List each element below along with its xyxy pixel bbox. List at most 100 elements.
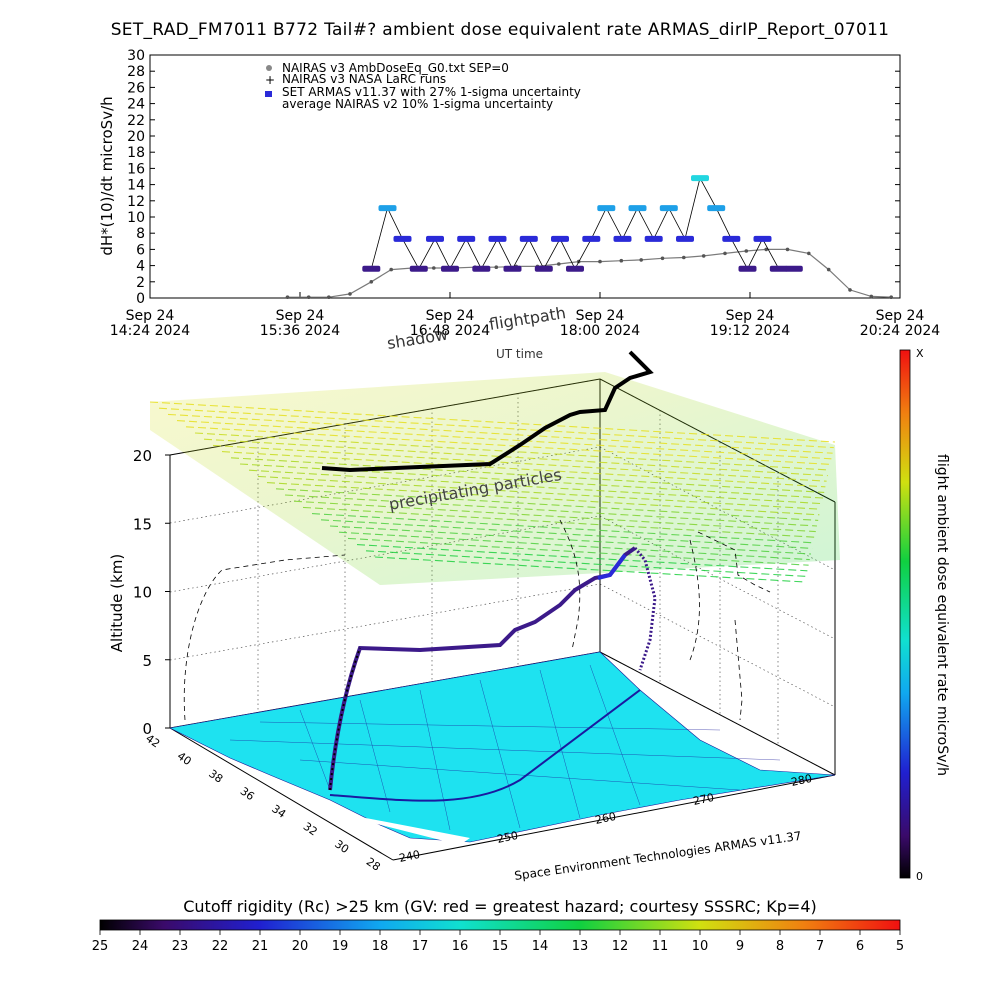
- legend-nairas-larc: NAIRAS v3 NASA LaRC runs: [282, 72, 446, 86]
- flightpath-line: [321, 350, 654, 473]
- page-title: SET_RAD_FM7011 B772 Tail#? ambient dose …: [110, 20, 890, 40]
- rigidity-tick-label: 5: [896, 939, 904, 954]
- top-y-tick-label: 6: [136, 242, 145, 258]
- rigidity-tick-label: 18: [372, 939, 389, 954]
- flight-track-3d: [328, 546, 657, 791]
- armas-point: [534, 265, 553, 272]
- dose-plane-row: [293, 500, 816, 533]
- latitude-tick-label: 34: [269, 802, 288, 821]
- rigidity-tick-label: 12: [612, 939, 629, 954]
- armas-point: [676, 235, 694, 242]
- armas-point: [769, 265, 788, 272]
- top-y-tick-label: 12: [127, 194, 145, 210]
- armas-point: [582, 235, 601, 242]
- nairas-point: [826, 267, 831, 272]
- nairas-point: [557, 262, 561, 266]
- nairas-point: [389, 267, 394, 272]
- nairas-point: [598, 259, 602, 264]
- armas-point: [409, 265, 428, 272]
- rigidity-colorbar-ticks: 25 24 23 22 21 20 19 18 17 16 15 14 13 12 11 10 9 8 7 6 5: [92, 930, 904, 954]
- latitude-tick-label: 36: [238, 785, 257, 804]
- dose-plane-row: [356, 544, 808, 572]
- nairas-point: [348, 292, 352, 296]
- rigidity-tick-label: 17: [412, 939, 429, 954]
- armas-series: [362, 175, 803, 272]
- dose-plane-row: [365, 550, 807, 577]
- top-y-tick-label: 14: [127, 178, 145, 194]
- nairas-point: [432, 266, 436, 270]
- nairas-point: [639, 258, 643, 262]
- altitude-tick-label: 20: [133, 447, 152, 465]
- altitude-tick-label: 10: [133, 584, 152, 602]
- latitude-tick-label: 28: [364, 855, 383, 874]
- rigidity-tick-label: 9: [736, 939, 744, 954]
- rigidity-tick-label: 15: [492, 939, 509, 954]
- rigidity-tick-label: 10: [692, 939, 709, 954]
- latitude-tick-label: 40: [175, 749, 194, 768]
- top-y-tick-label: 18: [127, 145, 145, 161]
- nairas-point: [682, 255, 686, 260]
- armas-point: [691, 175, 709, 182]
- altitude-tick-label: 15: [133, 515, 152, 533]
- rigidity-tick-label: 6: [856, 939, 864, 954]
- nairas-point: [889, 295, 893, 300]
- dose-plane-row: [320, 519, 813, 549]
- top-y-tick-label: 4: [136, 259, 145, 275]
- nairas-point: [785, 247, 790, 252]
- us-map-surface: [169, 651, 836, 843]
- nairas-point: [701, 254, 706, 258]
- nairas-point: [723, 251, 727, 256]
- top-y-tick-label: 30: [127, 48, 145, 64]
- top-x-tick-label-time: 19:12 2024: [710, 323, 791, 339]
- dose-plane-row: [338, 531, 810, 561]
- latitude-tick-label: 30: [332, 837, 351, 856]
- armas-point: [738, 265, 757, 272]
- nairas-point: [327, 295, 331, 300]
- map-gap: [320, 805, 470, 845]
- credit-label: Space Environment Technologies ARMAS v11…: [513, 829, 802, 883]
- top-y-tick-label: 26: [127, 80, 145, 96]
- top-y-tick-label: 24: [127, 97, 145, 113]
- altitude-tick-label: 5: [142, 652, 152, 670]
- dose-colorbar-top-tick: X: [916, 347, 924, 360]
- armas-line: [370, 176, 794, 270]
- rigidity-colorbar-group: Cutoff rigidity (Rc) >25 km (GV: red = g…: [92, 897, 904, 954]
- nairas-point: [848, 288, 852, 292]
- dose-plane-row: [275, 488, 819, 521]
- top-y-tick-label: 10: [127, 210, 145, 226]
- top-y-tick-label: 2: [136, 275, 145, 291]
- rigidity-tick-label: 13: [572, 939, 589, 954]
- top-x-tick-label-day: Sep 24: [276, 308, 325, 324]
- rigidity-tick-label: 19: [332, 939, 349, 954]
- rigidity-tick-label: 11: [652, 939, 669, 954]
- top-x-tick-label-time: 16:48 2024: [410, 323, 491, 339]
- armas-point: [426, 235, 444, 242]
- rigidity-tick-label: 25: [92, 939, 109, 954]
- armas-point: [659, 205, 678, 212]
- latitude-tick-label: 32: [301, 820, 320, 839]
- rigidity-colorbar-title: Cutoff rigidity (Rc) >25 km (GV: red = g…: [183, 897, 817, 916]
- top-x-tick-label-day: Sep 24: [576, 308, 625, 324]
- dose-plane-row: [329, 525, 812, 555]
- legend-armas: SET ARMAS v11.37 with 27% 1-sigma uncert…: [282, 85, 581, 99]
- legend-armas-marker: [265, 91, 272, 97]
- rigidity-tick-label: 7: [816, 939, 824, 954]
- top-y-tick-label: 8: [136, 226, 145, 242]
- armas-point: [378, 205, 397, 212]
- dose-plane-row: [284, 494, 818, 527]
- dose-plane-row: [221, 451, 826, 488]
- armas-point: [472, 265, 491, 272]
- dose-plane-row: [302, 506, 815, 538]
- flight-3d-panel: shadow flightpath UT time precipitating …: [108, 303, 950, 883]
- nairas-point: [869, 294, 874, 299]
- dose-plane-row: [230, 457, 825, 493]
- top-plot-frame: [149, 54, 901, 299]
- rigidity-tick-label: 14: [532, 939, 549, 954]
- top-x-tick-label-time: 15:36 2024: [260, 323, 341, 339]
- legend-larc-marker: +: [265, 73, 275, 87]
- dose-plane-row: [212, 444, 827, 482]
- nairas-point: [660, 256, 665, 261]
- dose-plane-row: [176, 420, 832, 460]
- armas-point: [362, 265, 381, 272]
